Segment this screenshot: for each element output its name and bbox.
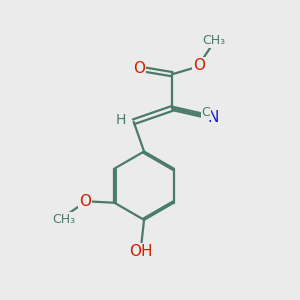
Text: O: O [133, 61, 145, 76]
Text: N: N [208, 110, 219, 125]
Text: O: O [79, 194, 91, 209]
Text: CH₃: CH₃ [52, 213, 76, 226]
Text: CH₃: CH₃ [202, 34, 226, 46]
Text: H: H [116, 113, 126, 127]
Text: OH: OH [129, 244, 153, 260]
Text: O: O [193, 58, 205, 73]
Text: C: C [202, 106, 210, 119]
